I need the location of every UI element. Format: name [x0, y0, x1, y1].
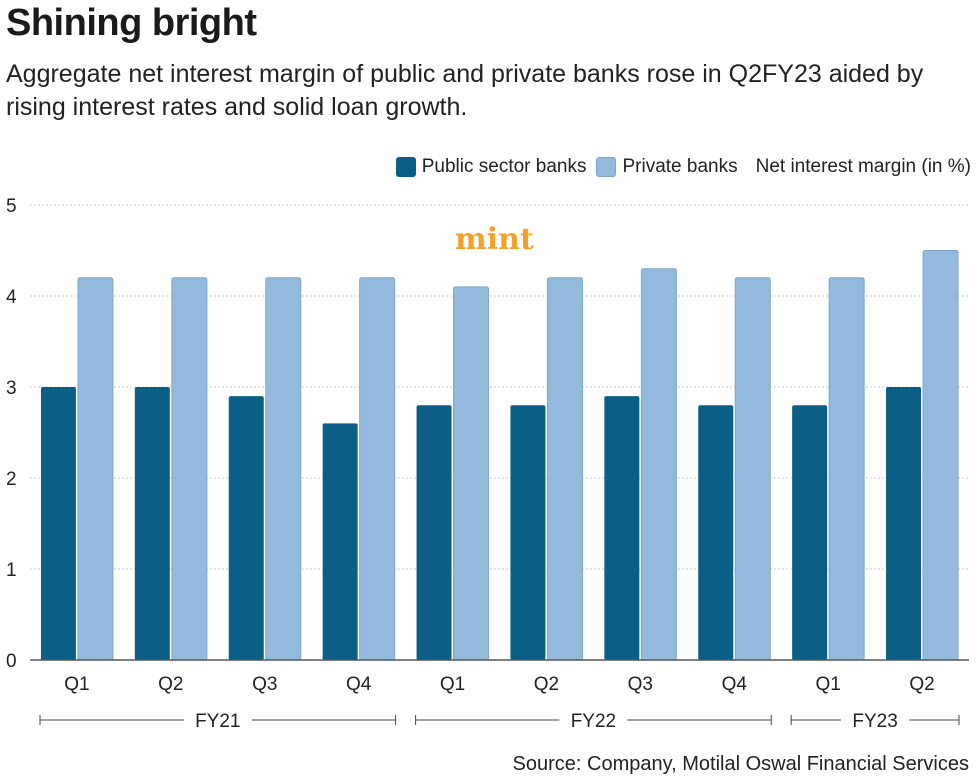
- bar-public: [134, 387, 170, 660]
- bar-private: [265, 277, 302, 661]
- x-tick-label: Q4: [346, 674, 372, 695]
- legend-item-public: Public sector banks: [395, 156, 587, 178]
- x-tick-label: Q1: [815, 674, 840, 695]
- x-tick-label: Q1: [64, 674, 89, 695]
- unit-note: Net interest margin (in %): [755, 156, 971, 177]
- group-label: FY22: [571, 711, 616, 732]
- bar-public: [604, 396, 640, 660]
- bar-private: [922, 250, 959, 661]
- group-label: FY21: [195, 711, 240, 732]
- bar-public: [416, 405, 452, 660]
- bar-public: [792, 405, 828, 660]
- group-label: FY23: [852, 711, 897, 732]
- bar-private: [640, 268, 677, 661]
- bar-public: [510, 405, 546, 660]
- chart-title: Shining bright: [6, 2, 257, 44]
- x-tick-label: Q3: [628, 674, 653, 695]
- x-tick-label: Q4: [722, 674, 748, 695]
- bar-private: [828, 277, 865, 661]
- bar-public: [228, 396, 264, 660]
- bar-private: [453, 286, 490, 661]
- group-bracket-FY22: [415, 715, 772, 725]
- legend-swatch-private: [596, 157, 617, 177]
- legend-label-private: Private banks: [622, 156, 738, 177]
- source-note: Source: Company, Motilal Oswal Financial…: [512, 753, 969, 775]
- legend-swatch-public: [395, 157, 416, 177]
- mint-watermark-logo: mint: [455, 222, 534, 257]
- bar-private: [171, 277, 208, 661]
- chart-subtitle: Aggregate net interest margin of public …: [6, 60, 924, 121]
- group-bracket-FY23: [790, 715, 960, 725]
- bar-private: [77, 277, 114, 661]
- bar-private: [546, 277, 583, 661]
- x-tick-label: Q2: [158, 674, 183, 695]
- legend-item-private: Private banks: [596, 156, 738, 178]
- bar-public: [322, 423, 358, 660]
- y-tick-label: 5: [6, 196, 17, 217]
- y-tick-label: 1: [6, 560, 17, 581]
- y-tick-label: 0: [6, 651, 17, 672]
- y-tick-label: 3: [6, 378, 17, 399]
- x-tick-label: Q2: [534, 674, 559, 695]
- bar-public: [698, 405, 734, 660]
- x-tick-label: Q1: [440, 674, 465, 695]
- y-tick-label: 4: [6, 287, 17, 308]
- x-tick-label: Q2: [909, 674, 934, 695]
- legend: Public sector banks Private banks Net in…: [386, 156, 971, 178]
- x-tick-label: Q3: [252, 674, 277, 695]
- bar-private: [734, 277, 771, 661]
- y-tick-label: 2: [6, 469, 17, 490]
- group-bracket-FY21: [39, 715, 397, 725]
- bar-public: [40, 387, 76, 660]
- bar-private: [359, 277, 396, 661]
- bar-public: [886, 387, 922, 660]
- legend-label-public: Public sector banks: [421, 156, 587, 177]
